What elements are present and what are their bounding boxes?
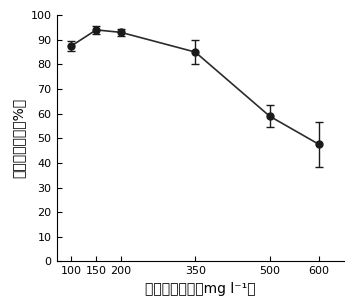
Y-axis label: 重金属去除率（%）: 重金属去除率（%） [11,98,25,178]
X-axis label: 重金属鄉浓度（mg l⁻¹）: 重金属鄉浓度（mg l⁻¹） [145,282,256,296]
